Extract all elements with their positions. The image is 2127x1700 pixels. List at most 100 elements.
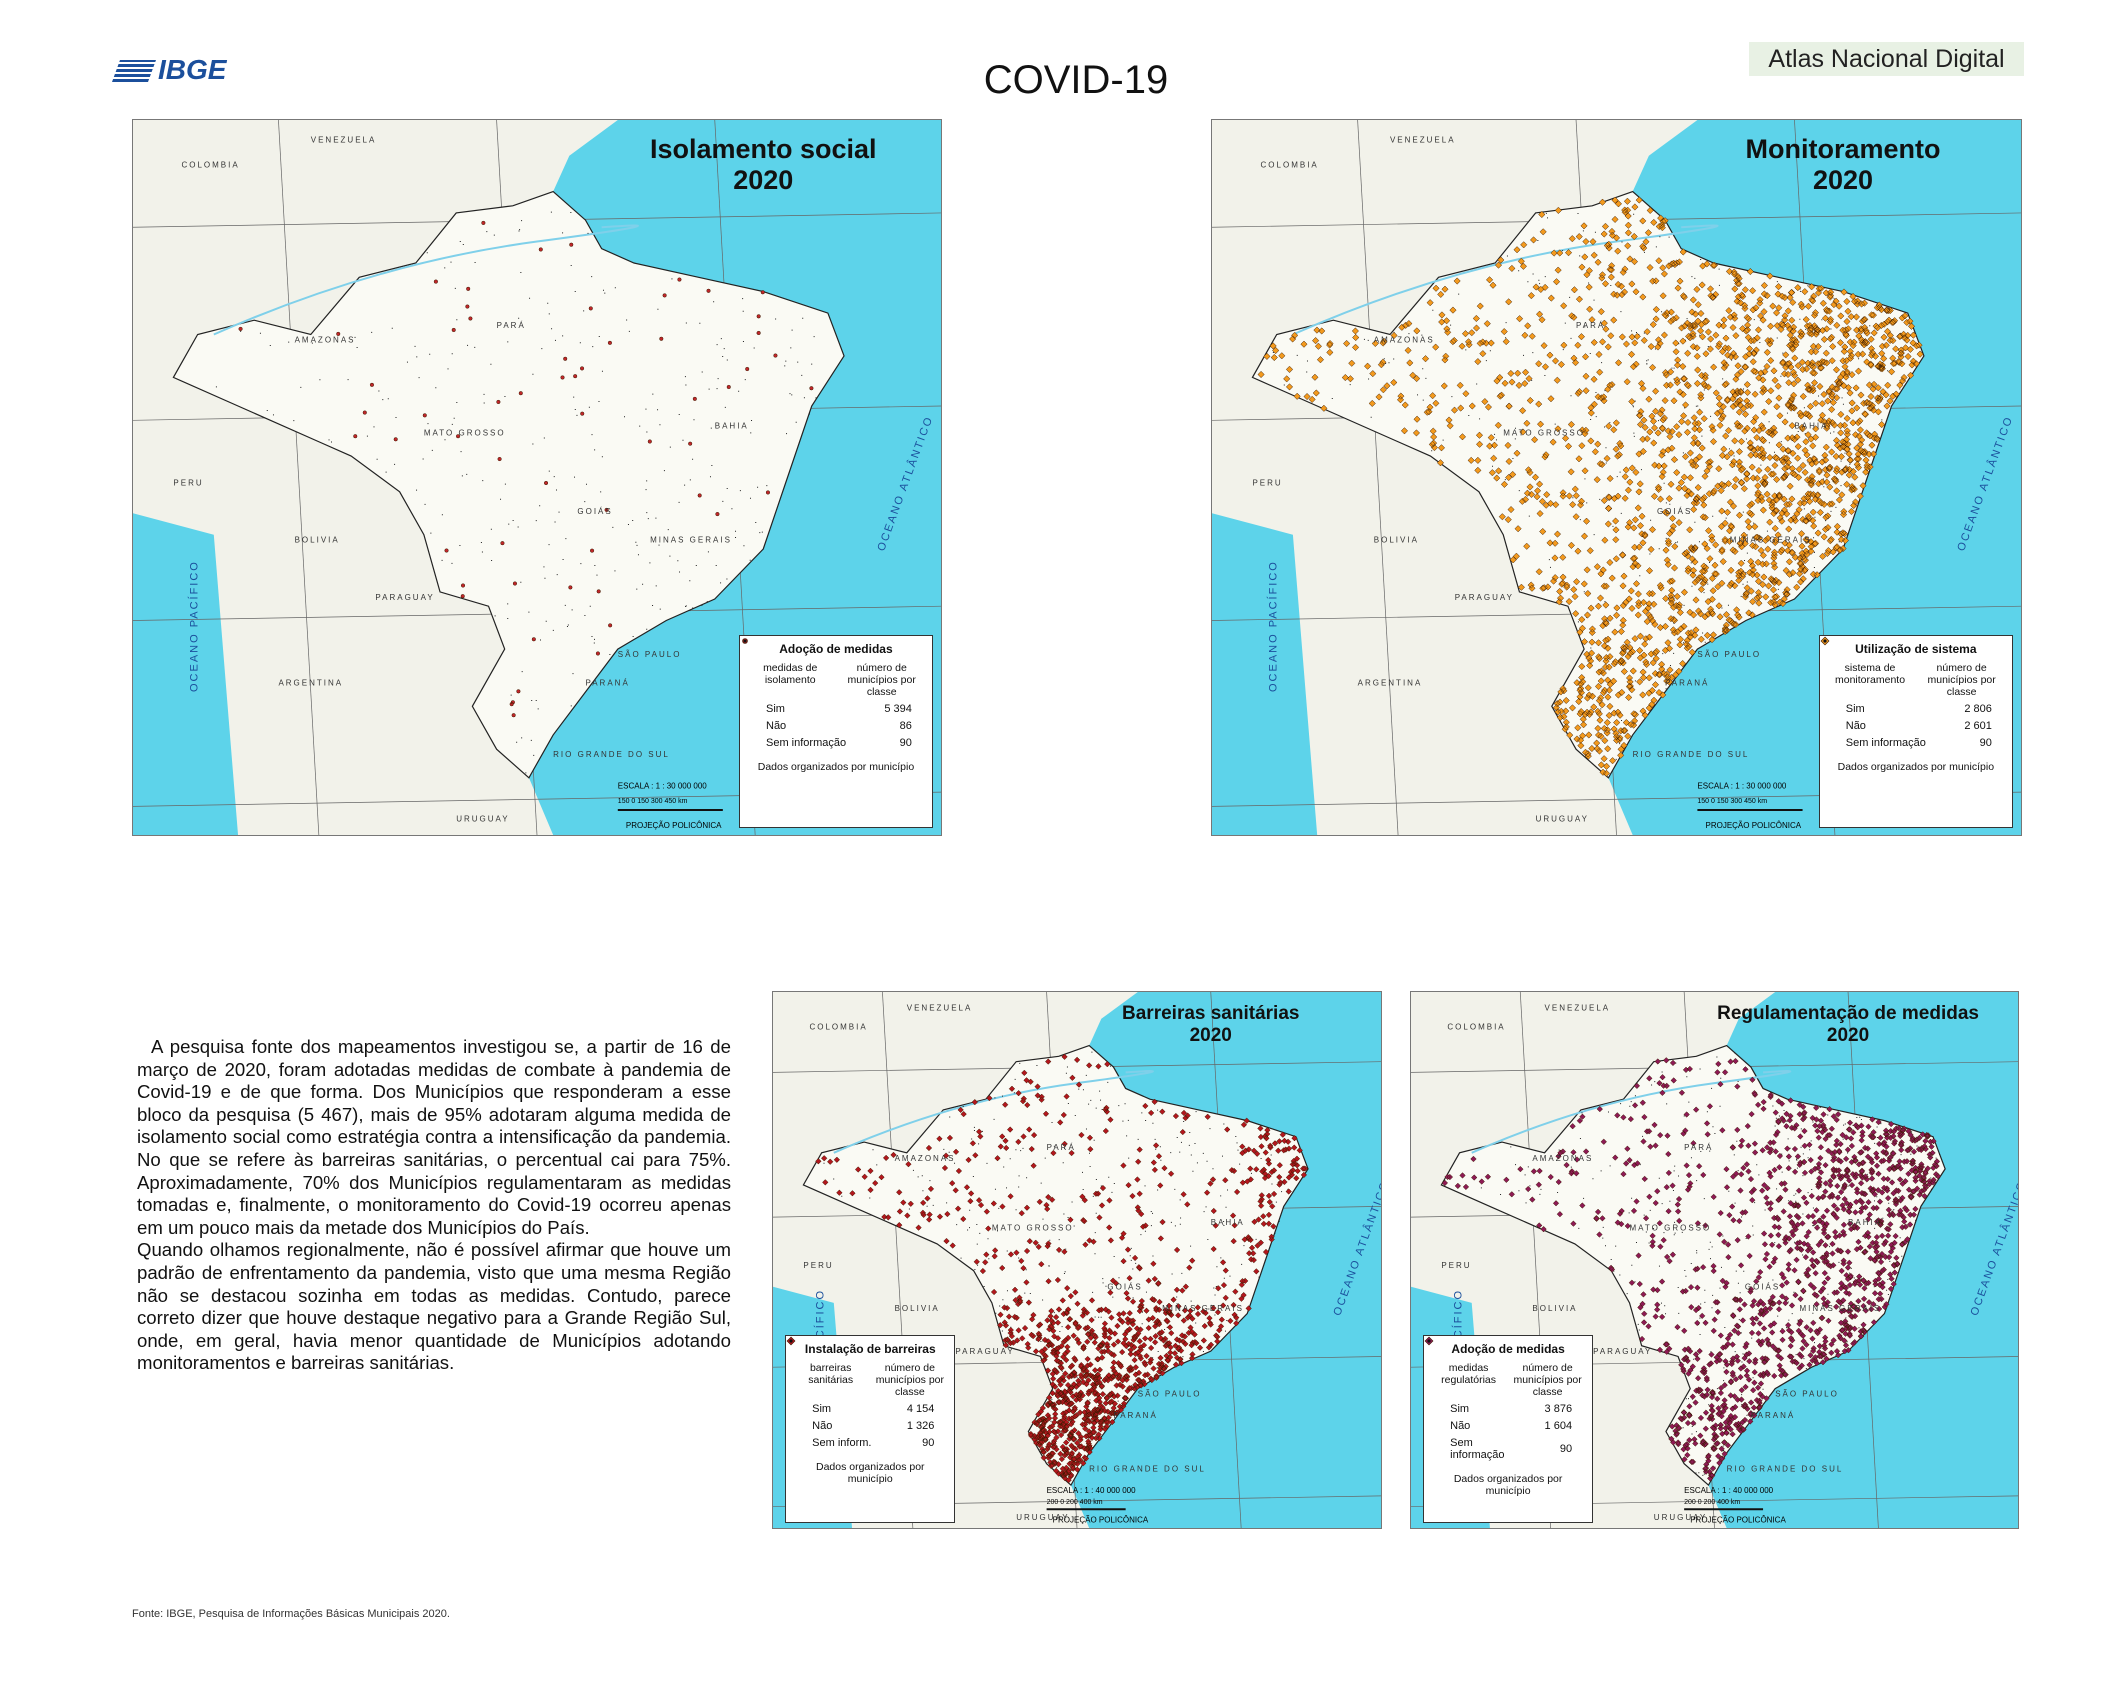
municipality-markers (815, 1053, 1309, 1484)
legend-title: Adoção de medidas (779, 641, 893, 656)
paragraph: Quando olhamos regionalmente, não é poss… (137, 1239, 731, 1374)
scale-ticks: 150 0 150 300 450 km (618, 798, 688, 805)
legend-count: 5 394 (884, 702, 912, 715)
map-label: OCEANO PACÍFICO (1267, 560, 1280, 692)
map-label: VENEZUELA (1390, 135, 1456, 144)
map-panel: VENEZUELA COLOMBIA AMAZONAS PARÁ PERU BOLIVIA… (132, 119, 942, 836)
map-label: BAHIA (1211, 1218, 1245, 1227)
map-label: SÃO PAULO (618, 650, 682, 659)
legend-label: Não (812, 1420, 833, 1433)
legend-row: Sim 3 876 (1428, 1340, 1584, 1415)
map-label: COLOMBIA (181, 160, 239, 169)
legend-label: Sim (1845, 702, 1865, 715)
map-label: PERU (1441, 1261, 1471, 1270)
marker (1823, 639, 1827, 643)
legend-count: 86 (899, 719, 912, 732)
map-label: BAHIA (1848, 1218, 1882, 1227)
map-label: COLOMBIA (1261, 160, 1319, 169)
municipality-markers (238, 220, 814, 718)
map-label: MATO GROSSO (1630, 1223, 1712, 1232)
map-label: BOLIVIA (1374, 536, 1419, 545)
legend-marker (1427, 1339, 1431, 1343)
map-label: MINAS GERAIS (650, 536, 732, 545)
legend-marker (743, 639, 747, 643)
legend-note: Dados organizados por município (815, 1461, 925, 1486)
scale-text: ESCALA : 1 : 30 000 000 (1697, 782, 1787, 791)
legend-row: Não 2 601 (1820, 636, 2004, 732)
map-label: PARÁ (1576, 321, 1605, 330)
legend-count: 90 (1979, 736, 1992, 749)
legend-header: medidas de isolamento número de município… (748, 662, 924, 698)
map-title: Barreiras sanitárias 2020 (1041, 1003, 1381, 1047)
legend-header: sistema de monitoramento número de municí… (1828, 662, 2004, 698)
marker (743, 639, 747, 643)
legend-label: Não (1450, 1420, 1471, 1433)
map-title-text: Barreiras sanitárias (1122, 1002, 1300, 1024)
legend-label: Não (766, 719, 787, 732)
projection: PROJEÇÃO POLICÔNICA (1053, 1516, 1149, 1525)
projection: PROJEÇÃO POLICÔNICA (1690, 1516, 1786, 1525)
map-label: PERU (803, 1261, 833, 1270)
legend-title: Adoção de medidas (1451, 1342, 1565, 1357)
map-label: BOLIVIA (295, 536, 340, 545)
legend-row: Não 1 326 (786, 1336, 946, 1433)
scale-ticks: 150 0 150 300 450 km (1697, 798, 1767, 805)
scale-text: ESCALA : 1 : 40 000 000 (1684, 1486, 1774, 1495)
legend-count: 1 604 (1544, 1420, 1573, 1433)
map-title: Monitoramento 2020 (1673, 134, 2013, 196)
map-panel: VENEZUELA COLOMBIA AMAZONAS PARÁ PERU BOLIVIA… (1410, 991, 2019, 1529)
legend-row: Sim 5 394 (744, 639, 924, 715)
map-label: PARÁ (1047, 1143, 1076, 1152)
map-label: PARAGUAY (375, 593, 434, 602)
legend-row: Sem informação 90 (1427, 1339, 1584, 1462)
map-label: PARAGUAY (955, 1347, 1014, 1356)
map-label: PARAGUAY (1593, 1347, 1652, 1356)
marker (789, 1339, 793, 1343)
map-label: MATO GROSSO (424, 428, 506, 437)
legend-header: barreiras sanitárias número de municípios… (794, 1362, 946, 1398)
map-label: MINAS GERAIS (1730, 536, 1812, 545)
river (1471, 1070, 1792, 1154)
map-label: VENEZUELA (907, 1004, 973, 1013)
map-title-text: Regulamentação de medidas (1717, 1002, 1979, 1024)
map-label: AMAZONAS (295, 336, 356, 345)
map-label: PARÁ (497, 321, 526, 330)
map-title: Isolamento social 2020 (593, 134, 933, 196)
pacific-ocean (1212, 513, 1318, 835)
legend-row: Não 1 604 (1424, 1336, 1584, 1433)
scale-ticks: 200 0 200 400 km (1047, 1499, 1103, 1506)
projection: PROJEÇÃO POLICÔNICA (1705, 821, 1801, 830)
map-year: 2020 (733, 165, 794, 196)
map-label: RIO GRANDE DO SUL (1089, 1465, 1206, 1474)
legend-row: Sem inform. 90 (789, 1339, 946, 1450)
map-label: PARANÁ (1751, 1411, 1795, 1420)
legend: Adoção de medidas medidas de isolamento nú… (739, 634, 933, 828)
legend-title: Instalação de barreiras (804, 1342, 936, 1357)
map-label: ARGENTINA (1358, 679, 1423, 688)
map-label: AMAZONAS (1374, 336, 1435, 345)
paragraph: A pesquisa fonte dos mapeamentos investi… (137, 1036, 731, 1238)
legend-label: Sim (766, 702, 785, 715)
marker (1427, 1339, 1431, 1343)
map-label: URUGUAY (1536, 815, 1589, 824)
map-label: MINAS GERAIS (1799, 1304, 1881, 1313)
map-label: PERU (173, 479, 203, 488)
ocean (1070, 992, 1381, 1528)
map-label: PERU (1252, 479, 1282, 488)
map-label: BAHIA (715, 421, 749, 430)
legend-row: Não 86 (742, 638, 924, 732)
scale-ticks: 200 0 200 400 km (1684, 1499, 1740, 1506)
legend-count: 90 (922, 1437, 935, 1450)
logo: IBGE (158, 54, 227, 85)
map-label: URUGUAY (456, 815, 509, 824)
map-label: COLOMBIA (1447, 1022, 1505, 1031)
map-label: MATO GROSSO (1503, 428, 1585, 437)
legend-label: Sem informação (1450, 1437, 1505, 1462)
legend-count: 4 154 (906, 1403, 935, 1416)
legend-column: barreiras sanitárias (808, 1362, 854, 1387)
legend-note: Dados organizados por município (1453, 1473, 1563, 1498)
map-title-text: Isolamento social (649, 134, 877, 165)
pacific-ocean (133, 513, 239, 835)
legend-column: número de municípios por classe (1513, 1362, 1582, 1399)
